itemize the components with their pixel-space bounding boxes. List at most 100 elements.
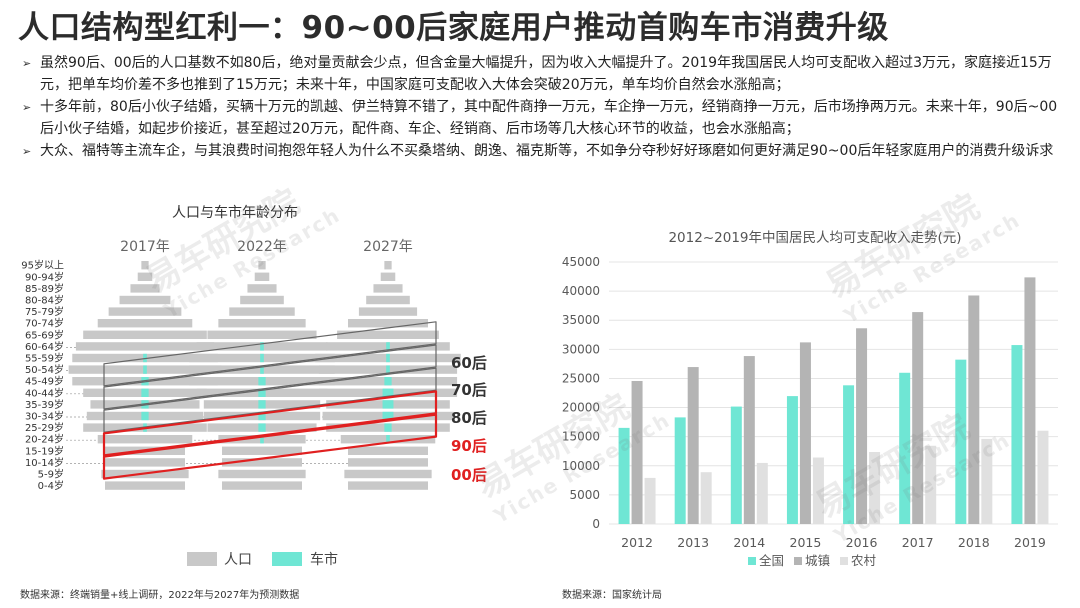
car-market-bar (260, 365, 264, 374)
car-market-bar (382, 411, 394, 421)
income-bar (925, 445, 937, 524)
income-bar (899, 372, 911, 524)
population-bar (97, 435, 193, 444)
x-tick-label: 2014 (733, 535, 765, 550)
car-market-bar (386, 342, 390, 351)
population-bar (348, 446, 428, 455)
car-market-bar (258, 377, 266, 386)
population-bar (247, 284, 277, 293)
income-bar (1024, 277, 1036, 524)
legend-label: 城镇 (805, 553, 830, 568)
income-bar-chart: 2012~2019年中国居民人均可支配收入走势(元) 0 5000 10000 1500… (562, 230, 1058, 568)
y-tick-label: 30000 (562, 342, 600, 356)
legend-swatch (840, 557, 848, 565)
age-tick-label: 45-49岁 (25, 375, 64, 388)
x-tick-label: 2015 (790, 535, 822, 550)
population-bar (218, 469, 306, 479)
car-market-bar (260, 353, 264, 363)
car-market-bar (258, 423, 266, 432)
generation-outline (102, 390, 438, 457)
legend-swatch-car-market (272, 552, 302, 566)
car-market-bar (260, 435, 264, 444)
bullet-arrow-icon: ➢ (22, 57, 32, 70)
population-bar (258, 261, 266, 270)
population-bar (222, 446, 302, 455)
income-bar (730, 406, 742, 524)
age-pyramid-chart: 人口与车市年龄分布 2017年 2022年 2027年 95岁以上90-94岁85-89… (21, 204, 487, 568)
chart-title: 2012~2019年中国居民人均可支配收入走势(元) (668, 230, 961, 246)
age-tick-label: 15-19岁 (25, 444, 64, 457)
year-label: 2022年 (237, 239, 287, 255)
income-bar (869, 452, 881, 524)
year-label: 2027年 (363, 239, 413, 255)
income-bar (756, 462, 768, 524)
population-bar (130, 284, 160, 293)
legend-label: 农村 (851, 553, 877, 568)
legend-label: 全国 (759, 553, 784, 568)
y-tick-label: 5000 (569, 488, 600, 502)
income-bar (743, 356, 755, 524)
car-market-bar (260, 342, 264, 351)
income-bar (700, 472, 712, 524)
population-bar (108, 307, 182, 316)
bullet-text: 虽然90后、00后的人口基数不如80后，绝对量贡献会少点，但含金量大幅提升，因为… (40, 55, 1052, 93)
population-bar (141, 261, 149, 270)
income-bar (618, 427, 630, 524)
population-bar (373, 284, 403, 293)
income-bar (812, 457, 824, 524)
source-note-left: 数据来源：终端销量+线上调研，2022年与2027年为预测数据 (20, 590, 300, 601)
age-tick-label: 50-54岁 (25, 363, 64, 376)
y-tick-label: 15000 (562, 430, 600, 444)
age-tick-label: 10-14岁 (25, 456, 64, 469)
population-bar (240, 295, 284, 305)
legend-label-population: 人口 (224, 552, 252, 568)
y-tick-label: 10000 (562, 459, 600, 473)
chart-title: 人口与车市年龄分布 (172, 204, 298, 221)
generation-label: 70后 (451, 381, 487, 399)
bullet-arrow-icon: ➢ (22, 145, 32, 158)
population-bar (366, 295, 410, 305)
population-bar (337, 330, 439, 339)
bullet-text: 大众、福特等主流车企，与其浪费时间抱怨年轻人为什么不买桑塔纳、朗逸、福克斯等，不… (40, 143, 1054, 159)
generation-outline (103, 321, 437, 387)
income-bar (799, 342, 811, 524)
x-tick-label: 2013 (677, 535, 709, 550)
generation-label: 90后 (451, 437, 487, 455)
population-bar (358, 307, 418, 316)
income-bar (843, 385, 855, 524)
x-tick-label: 2016 (846, 535, 878, 550)
bullet-arrow-icon: ➢ (22, 101, 32, 114)
population-bar (97, 319, 193, 328)
population-bar (222, 458, 302, 467)
population-bar (207, 330, 317, 339)
income-bar (981, 438, 993, 524)
population-bar (254, 272, 270, 281)
y-tick-label: 0 (592, 517, 600, 531)
bullet-item: ➢ 十多年前，80后小伙子结婚，买辆十万元的凯越、伊兰特算不错了，其中配件商挣一… (22, 96, 1067, 140)
y-tick-label: 20000 (562, 401, 600, 415)
legend-swatch (748, 557, 756, 565)
population-bar (229, 307, 295, 316)
population-bar (119, 295, 171, 305)
car-market-bar (141, 411, 149, 421)
income-bar (644, 477, 656, 524)
car-market-bar (384, 377, 392, 386)
population-bar (75, 342, 215, 351)
income-bar (1011, 345, 1023, 524)
population-bar (105, 481, 185, 490)
generation-label: 60后 (451, 354, 487, 372)
legend-swatch-population (187, 552, 217, 566)
population-bar (344, 469, 432, 479)
age-tick-label: 80-84岁 (25, 294, 64, 307)
year-label: 2017年 (120, 239, 170, 255)
population-bar (137, 272, 153, 281)
car-market-bar (382, 388, 394, 397)
population-bar (105, 458, 185, 467)
generation-label: 00后 (451, 466, 487, 484)
y-tick-label: 45000 (562, 255, 600, 269)
bullet-item: ➢ 大众、福特等主流车企，与其浪费时间抱怨年轻人为什么不买桑塔纳、朗逸、福克斯等… (22, 140, 1067, 163)
age-tick-label: 65-69岁 (25, 328, 64, 341)
income-bar (955, 359, 967, 524)
car-market-bar (143, 365, 147, 374)
population-bar (348, 481, 428, 490)
